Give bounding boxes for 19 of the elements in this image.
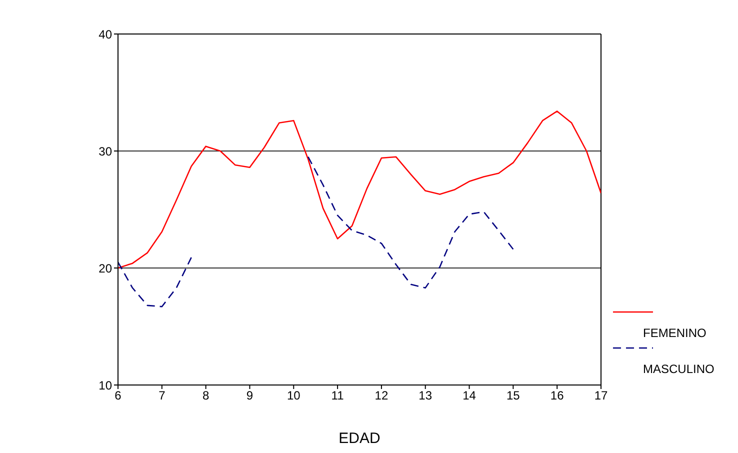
x-tick-label: 13: [418, 388, 432, 403]
x-axis-title: EDAD: [338, 430, 380, 447]
x-tick-label: 16: [550, 388, 564, 403]
y-tick-label: 20: [98, 261, 112, 276]
y-tick-label: 10: [98, 378, 112, 392]
x-tick-label: 9: [246, 388, 254, 403]
x-tick-label: 7: [158, 388, 166, 403]
legend-label: FEMENINO: [643, 326, 708, 340]
legend-label: MASCULINO: [643, 362, 714, 376]
x-tick-label: 15: [506, 388, 520, 403]
x-tick-label: 12: [374, 388, 388, 403]
y-tick-label: 40: [98, 27, 112, 42]
x-tick-label: 8: [202, 388, 210, 403]
x-tick-label: 6: [114, 388, 122, 403]
y-tick-label: 30: [98, 144, 112, 158]
x-tick-label: 10: [286, 388, 301, 403]
x-tick-label: 14: [462, 388, 476, 403]
x-tick-label: 11: [331, 388, 344, 403]
x-tick-label: 17: [594, 388, 608, 403]
